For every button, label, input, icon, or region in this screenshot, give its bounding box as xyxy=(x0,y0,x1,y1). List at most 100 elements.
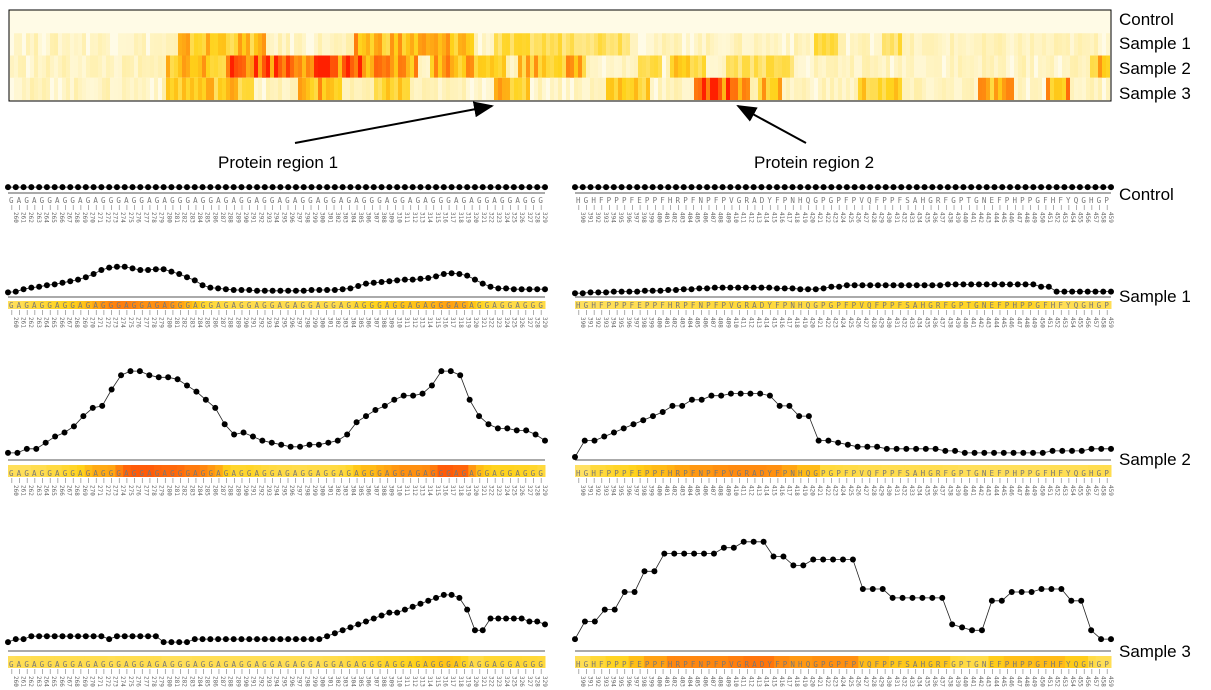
heatmap-cell xyxy=(850,55,854,78)
tick-label: 441 xyxy=(969,317,976,328)
data-point xyxy=(983,184,990,191)
data-point xyxy=(300,636,307,643)
sequence-letter: T xyxy=(967,301,972,310)
heatmap-cell xyxy=(374,33,378,56)
sequence-cell xyxy=(376,465,385,477)
heatmap-cell xyxy=(610,33,614,56)
tick-label: 459 xyxy=(1107,485,1114,496)
sequence-letter: A xyxy=(385,196,390,205)
sequence-letter: F xyxy=(844,660,849,669)
tick-label: 298 xyxy=(303,212,310,223)
sequence-cell xyxy=(169,656,178,668)
heatmap-cell xyxy=(382,33,386,56)
sequence-letter: G xyxy=(170,660,175,669)
heatmap-cell xyxy=(474,55,478,78)
tick-label: 418 xyxy=(793,485,800,496)
heatmap-cell xyxy=(274,55,278,78)
heatmap-cell xyxy=(618,33,622,56)
heatmap-cell xyxy=(858,55,862,78)
sequence-letter: G xyxy=(584,196,589,205)
sequence-letter: F xyxy=(997,660,1002,669)
heatmap-cell xyxy=(750,55,754,78)
sequence-letter: G xyxy=(1081,660,1086,669)
data-point xyxy=(1098,636,1105,643)
sequence-letter: F xyxy=(630,469,635,478)
sequence-cell xyxy=(1034,656,1043,668)
sequence-letter: G xyxy=(270,660,275,669)
data-point xyxy=(269,184,276,191)
sequence-letter: F xyxy=(944,301,949,310)
heatmap-cell xyxy=(54,33,58,56)
tick-label: 288 xyxy=(227,317,234,328)
data-point xyxy=(1000,449,1007,456)
sequence-letter: P xyxy=(1020,196,1025,205)
sequence-cell xyxy=(207,465,216,477)
data-point xyxy=(630,421,637,428)
tick-label: 304 xyxy=(349,676,356,687)
heatmap-cell xyxy=(962,33,966,56)
sequence-cell xyxy=(445,656,454,668)
data-point xyxy=(363,280,369,287)
tick-label: 410 xyxy=(732,485,739,496)
sequence-cell xyxy=(988,301,997,309)
heatmap-cell xyxy=(586,33,590,56)
sequence-cell xyxy=(222,656,231,668)
data-point xyxy=(400,392,407,399)
tick-label: 280 xyxy=(165,485,172,496)
sequence-letter: G xyxy=(951,469,956,478)
data-point xyxy=(297,443,304,450)
heatmap-cell xyxy=(182,77,186,100)
data-point xyxy=(1061,184,1068,191)
sequence-letter: P xyxy=(645,469,650,478)
heatmap-cell xyxy=(690,55,694,78)
tick-label: 407 xyxy=(709,676,716,687)
tick-label: 394 xyxy=(609,485,616,496)
sequence-cell xyxy=(712,301,721,309)
data-point xyxy=(1059,447,1066,454)
data-point xyxy=(184,274,190,281)
sequence-letter: P xyxy=(653,660,658,669)
heatmap-cell xyxy=(774,33,778,56)
sequence-letter: A xyxy=(316,196,321,205)
sequence-letter: Y xyxy=(767,196,772,205)
data-point xyxy=(199,636,206,643)
data-point xyxy=(347,184,354,191)
sequence-letter: A xyxy=(913,301,918,310)
sequence-cell xyxy=(130,301,139,309)
data-point xyxy=(401,606,408,613)
tick-label: 433 xyxy=(908,485,915,496)
tick-label: 418 xyxy=(793,676,800,687)
heatmap-cell xyxy=(1106,33,1110,56)
sequence-letter: A xyxy=(124,196,129,205)
heatmap-cell xyxy=(374,55,378,78)
sequence-letter: P xyxy=(645,660,650,669)
tick-label: 453 xyxy=(1061,485,1068,496)
sequence-cell xyxy=(8,301,17,309)
sequence-letter: G xyxy=(262,469,267,478)
sequence-letter: F xyxy=(898,660,903,669)
heatmap-cell xyxy=(626,55,630,78)
heatmap-cell xyxy=(266,55,270,78)
sequence-letter: G xyxy=(416,301,421,310)
tick-label: 324 xyxy=(503,317,510,328)
sequence-cell xyxy=(1049,656,1058,668)
tick-label: 403 xyxy=(678,676,685,687)
data-point xyxy=(796,413,803,420)
panel-row-label-control: Control xyxy=(1119,185,1174,204)
heatmap-cell xyxy=(250,77,254,100)
heatmap-cell xyxy=(106,33,110,56)
sequence-cell xyxy=(192,656,201,668)
sequence-cell xyxy=(268,656,277,668)
data-point xyxy=(479,627,486,634)
sequence-letter: G xyxy=(270,196,275,205)
heatmap-cell xyxy=(462,55,466,78)
sequence-letter: G xyxy=(523,196,528,205)
sequence-cell xyxy=(1042,301,1051,309)
sequence-letter: P xyxy=(1028,196,1033,205)
data-point xyxy=(874,184,881,191)
heatmap-cell xyxy=(298,55,302,78)
sequence-cell xyxy=(491,465,500,477)
tick-label: 305 xyxy=(357,212,364,223)
data-point xyxy=(222,286,229,293)
heatmap-cell xyxy=(922,55,926,78)
